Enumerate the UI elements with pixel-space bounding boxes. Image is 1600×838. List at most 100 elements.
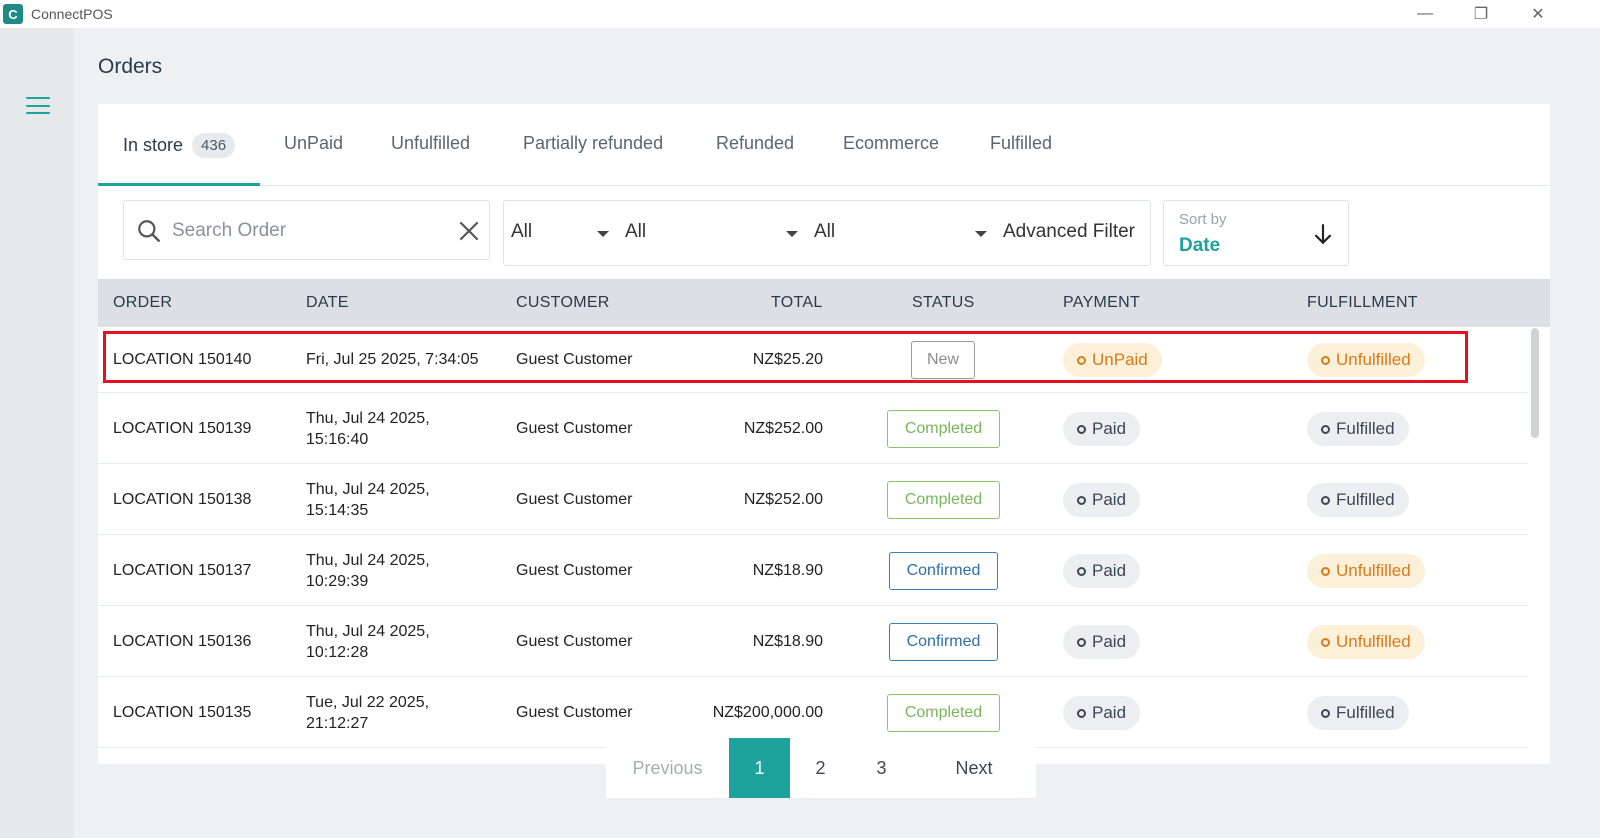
sort-by-control[interactable]: Sort by Date bbox=[1163, 200, 1349, 266]
status-dot-icon bbox=[1321, 424, 1330, 434]
fulfillment-badge: Unfulfilled bbox=[1307, 343, 1425, 377]
table-row[interactable]: LOCATION 150137 Thu, Jul 24 2025, 10:29:… bbox=[98, 536, 1528, 606]
fulfillment-label: Fulfilled bbox=[1336, 490, 1395, 509]
page-button-1[interactable]: 1 bbox=[729, 738, 790, 798]
payment-label: Paid bbox=[1092, 490, 1127, 509]
orders-card: In store 436 UnPaid Unfulfilled Partiall… bbox=[98, 104, 1550, 764]
status-dot-icon bbox=[1077, 708, 1086, 718]
payment-label: Paid bbox=[1092, 561, 1127, 580]
column-header-total[interactable]: TOTAL bbox=[771, 294, 823, 311]
payment-label: Paid bbox=[1092, 632, 1127, 651]
tab-ecommerce[interactable]: Ecommerce bbox=[843, 133, 940, 153]
arrow-down-icon[interactable] bbox=[1310, 221, 1336, 247]
status-badge: Completed bbox=[887, 694, 1000, 732]
order-date-line2: 10:12:28 bbox=[306, 644, 369, 661]
order-total: NZ$18.90 bbox=[752, 633, 823, 650]
tab-unfulfilled[interactable]: Unfulfilled bbox=[391, 133, 471, 153]
status-dot-icon bbox=[1321, 566, 1330, 576]
table-row[interactable]: LOCATION 150139 Thu, Jul 24 2025, 15:16:… bbox=[98, 394, 1528, 464]
order-customer: Guest Customer bbox=[516, 351, 633, 368]
filter-group: All All All Advanced Filter bbox=[503, 200, 1151, 266]
main-area: Orders In store 436 UnPaid Unfulfilled P… bbox=[74, 28, 1600, 838]
status-dot-icon bbox=[1077, 424, 1086, 434]
tab-refunded[interactable]: Refunded bbox=[716, 133, 795, 153]
tab-fulfilled[interactable]: Fulfilled bbox=[990, 133, 1053, 153]
status-dot-icon bbox=[1321, 708, 1330, 718]
fulfillment-badge: Fulfilled bbox=[1307, 412, 1409, 446]
app-logo-letter: C bbox=[8, 6, 18, 22]
order-number: LOCATION 150136 bbox=[113, 633, 252, 650]
payment-badge: Paid bbox=[1063, 412, 1141, 446]
order-customer: Guest Customer bbox=[516, 491, 633, 508]
status-dot-icon bbox=[1077, 566, 1086, 576]
page-title: Orders bbox=[98, 55, 163, 78]
title-bar: C ConnectPOS — ❐ ✕ bbox=[0, 0, 1600, 28]
status-dot-icon bbox=[1321, 355, 1330, 365]
previous-page-button[interactable]: Previous bbox=[632, 757, 703, 778]
column-header-status[interactable]: STATUS bbox=[912, 294, 975, 311]
column-header-payment[interactable]: PAYMENT bbox=[1063, 294, 1141, 311]
order-date-line2: 21:12:27 bbox=[306, 715, 369, 732]
page-button-2[interactable]: 2 bbox=[815, 757, 826, 778]
filter-dropdown-1[interactable]: All bbox=[511, 221, 533, 242]
selected-row-highlight bbox=[103, 331, 1468, 383]
payment-badge: Paid bbox=[1063, 696, 1141, 730]
fulfillment-badge: Unfulfilled bbox=[1307, 554, 1425, 588]
next-page-button[interactable]: Next bbox=[955, 757, 993, 778]
fulfillment-label: Unfulfilled bbox=[1336, 350, 1411, 369]
fulfillment-badge: Fulfilled bbox=[1307, 483, 1409, 517]
filter-dropdown-2[interactable]: All bbox=[625, 221, 647, 242]
order-date-line1: Tue, Jul 22 2025, bbox=[306, 694, 430, 711]
table-header: ORDER DATE CUSTOMER TOTAL STATUS PAYMENT… bbox=[98, 279, 1550, 327]
order-date-line2: 15:14:35 bbox=[306, 502, 369, 519]
hamburger-menu-icon[interactable] bbox=[26, 97, 50, 115]
advanced-filter-button[interactable]: Advanced Filter bbox=[1003, 221, 1136, 242]
search-input[interactable] bbox=[172, 211, 442, 251]
order-date-line1: Thu, Jul 24 2025, bbox=[306, 481, 430, 498]
table-row[interactable]: LOCATION 150140 Fri, Jul 25 2025, 7:34:0… bbox=[98, 327, 1528, 393]
restore-button[interactable]: ❐ bbox=[1458, 0, 1504, 28]
chevron-down-icon[interactable] bbox=[597, 231, 609, 237]
payment-label: Paid bbox=[1092, 419, 1127, 438]
table-row[interactable]: LOCATION 150136 Thu, Jul 24 2025, 10:12:… bbox=[98, 607, 1528, 677]
tab-bar: In store 436 UnPaid Unfulfilled Partiall… bbox=[98, 104, 1550, 186]
order-customer: Guest Customer bbox=[516, 704, 633, 721]
order-number: LOCATION 150137 bbox=[113, 562, 252, 579]
status-badge: Confirmed bbox=[889, 552, 998, 590]
payment-label: UnPaid bbox=[1092, 350, 1148, 369]
order-date-line1: Thu, Jul 24 2025, bbox=[306, 552, 430, 569]
tab-count-badge: 436 bbox=[192, 133, 236, 158]
payment-badge: UnPaid bbox=[1063, 343, 1162, 377]
fulfillment-label: Fulfilled bbox=[1336, 419, 1395, 438]
close-window-button[interactable]: ✕ bbox=[1515, 0, 1561, 28]
tab-partially-refunded[interactable]: Partially refunded bbox=[523, 133, 664, 153]
chevron-down-icon[interactable] bbox=[975, 231, 987, 237]
column-header-customer[interactable]: CUSTOMER bbox=[516, 294, 610, 311]
minimize-button[interactable]: — bbox=[1402, 0, 1448, 28]
column-header-fulfillment[interactable]: FULFILLMENT bbox=[1307, 294, 1418, 311]
column-header-date[interactable]: DATE bbox=[306, 294, 349, 311]
page-button-3[interactable]: 3 bbox=[876, 757, 887, 778]
tab-unpaid[interactable]: UnPaid bbox=[284, 133, 344, 153]
order-total: NZ$25.20 bbox=[752, 351, 823, 368]
column-header-order[interactable]: ORDER bbox=[113, 294, 173, 311]
app-title: ConnectPOS bbox=[31, 6, 113, 22]
status-badge: New bbox=[911, 341, 975, 379]
clear-search-icon[interactable] bbox=[456, 218, 482, 244]
table-row[interactable]: LOCATION 150138 Thu, Jul 24 2025, 15:14:… bbox=[98, 465, 1528, 535]
minimize-icon: — bbox=[1417, 5, 1433, 22]
status-badge: Completed bbox=[887, 410, 1000, 448]
order-customer: Guest Customer bbox=[516, 562, 633, 579]
filter-dropdown-3[interactable]: All bbox=[814, 221, 836, 242]
order-customer: Guest Customer bbox=[516, 420, 633, 437]
table-scrollbar[interactable] bbox=[1531, 328, 1539, 438]
order-total: NZ$18.90 bbox=[752, 562, 823, 579]
fulfillment-badge: Unfulfilled bbox=[1307, 625, 1425, 659]
app-logo-icon: C bbox=[3, 4, 23, 24]
order-number: LOCATION 150139 bbox=[113, 420, 252, 437]
fulfillment-badge: Fulfilled bbox=[1307, 696, 1409, 730]
chevron-down-icon[interactable] bbox=[786, 231, 798, 237]
tab-in-store[interactable]: In store 436 bbox=[123, 133, 236, 158]
status-dot-icon bbox=[1321, 637, 1330, 647]
order-number: LOCATION 150138 bbox=[113, 491, 252, 508]
